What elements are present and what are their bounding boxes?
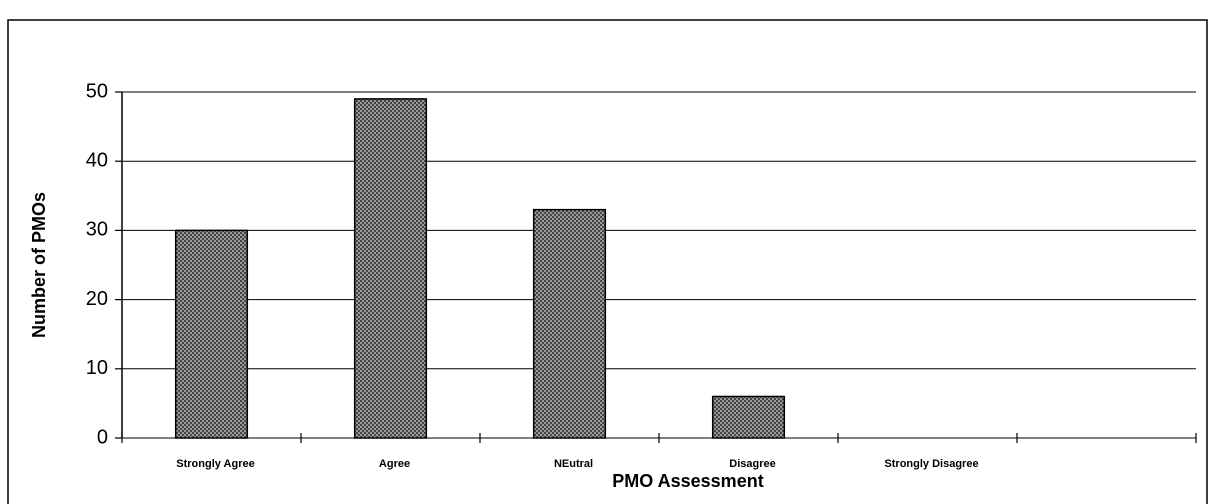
y-tick-label: 40 [86, 149, 108, 171]
x-tick-label: Agree [379, 458, 410, 470]
x-axis-title: PMO Assessment [612, 471, 763, 491]
chart-frame [7, 19, 1208, 504]
bar [711, 395, 786, 439]
bar [532, 208, 607, 439]
bar [174, 229, 249, 439]
y-tick-label: 50 [86, 80, 108, 102]
y-tick-label: 20 [86, 288, 108, 310]
y-tick-label: 10 [86, 357, 108, 379]
y-axis-title: Number of PMOs [29, 192, 49, 338]
x-tick-label: NEutral [554, 458, 593, 470]
x-tick-label: Strongly Agree [176, 458, 254, 470]
bar [353, 98, 428, 439]
x-tick-label: Strongly Disagree [884, 458, 978, 470]
y-tick-label: 30 [86, 219, 108, 241]
x-tick-label: Disagree [729, 458, 775, 470]
y-tick-label: 0 [97, 426, 108, 448]
